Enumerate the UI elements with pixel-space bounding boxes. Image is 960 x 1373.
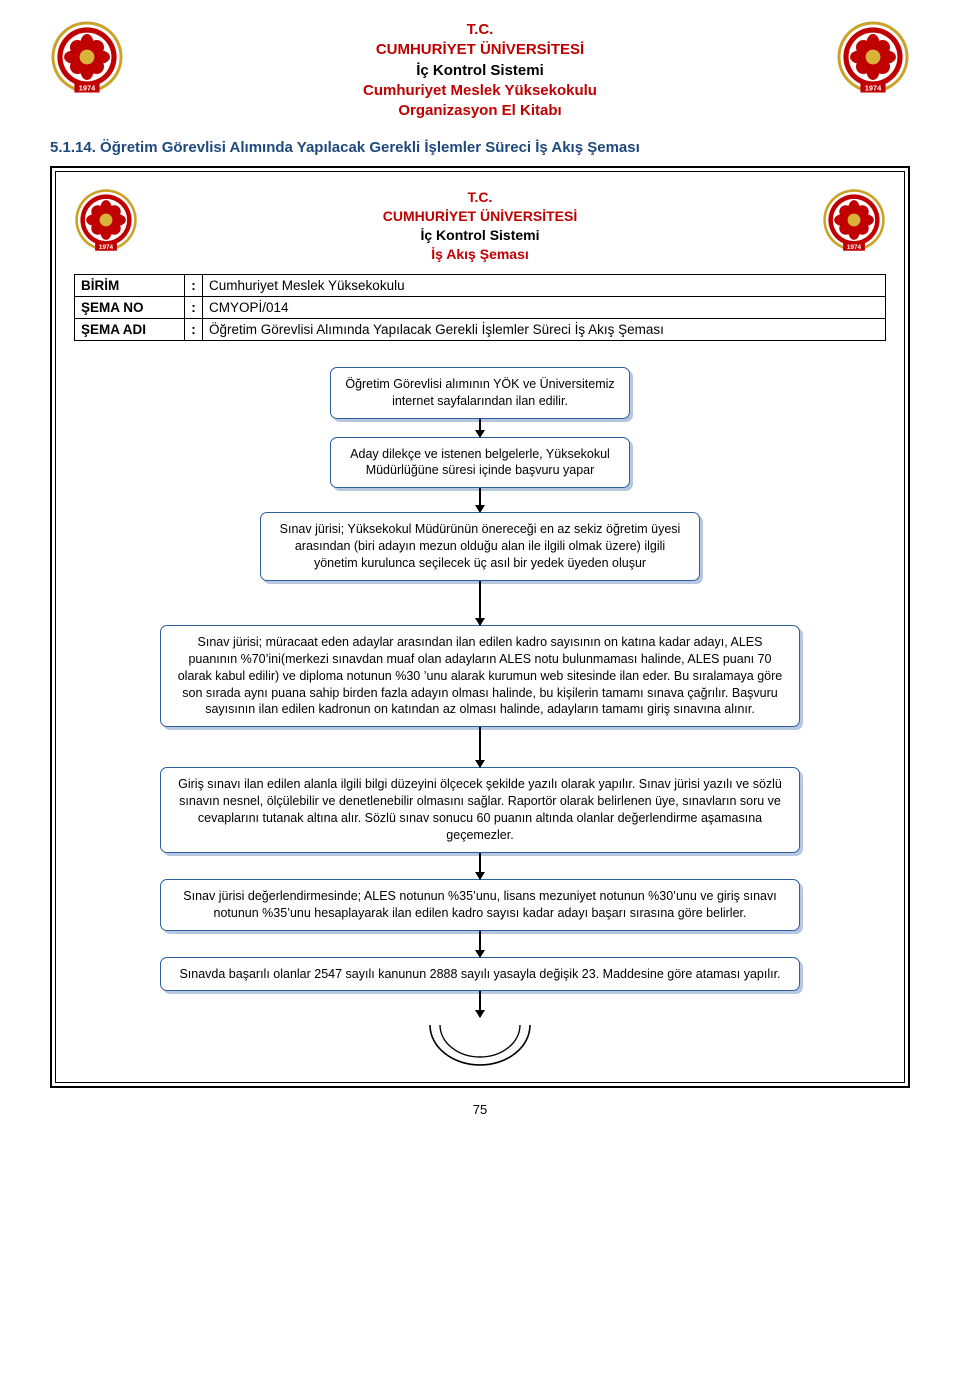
- meta-colon: :: [185, 318, 203, 340]
- logo-year: 1974: [865, 83, 882, 92]
- meta-colon: :: [185, 296, 203, 318]
- meta-table: BİRİM : Cumhuriyet Meslek Yüksekokulu ŞE…: [74, 274, 886, 341]
- flow-node: Aday dilekçe ve istenen belgelerle, Yüks…: [330, 437, 630, 489]
- header-university: CUMHURİYET ÜNİVERSİTESİ: [134, 40, 826, 60]
- meta-value: Cumhuriyet Meslek Yüksekokulu: [203, 274, 886, 296]
- flow-arrow-icon: [479, 581, 481, 625]
- flow-node: Sınav jürisi; Yüksekokul Müdürünün önere…: [260, 512, 700, 581]
- svg-text:1974: 1974: [847, 244, 862, 251]
- inner-header-sema: İş Akış Şeması: [138, 245, 822, 264]
- page-header: 1974 T.C. CUMHURİYET ÜNİVERSİTESİ İç Kon…: [50, 20, 910, 121]
- page-number: 75: [50, 1102, 910, 1117]
- section-title: 5.1.14. Öğretim Görevlisi Alımında Yapıl…: [50, 139, 910, 156]
- meta-colon: :: [185, 274, 203, 296]
- flow-arrow-icon: [479, 931, 481, 957]
- flow-node: Sınavda başarılı olanlar 2547 sayılı kan…: [160, 957, 800, 992]
- flow-node: Giriş sınavı ilan edilen alanla ilgili b…: [160, 767, 800, 853]
- flow-arrow-icon: [479, 488, 481, 512]
- inner-header-tc: T.C.: [138, 188, 822, 207]
- table-row: ŞEMA ADI : Öğretim Görevlisi Alımında Ya…: [75, 318, 886, 340]
- meta-key: BİRİM: [75, 274, 185, 296]
- meta-value: CMYOPİ/014: [203, 296, 886, 318]
- flow-node: Sınav jürisi; müracaat eden adaylar aras…: [160, 625, 800, 727]
- flow-node: Sınav jürisi değerlendirmesinde; ALES no…: [160, 879, 800, 931]
- logo-year: 1974: [79, 83, 96, 92]
- flowchart-frame: 1974 T.C. CUMHURİYET ÜNİVERSİTESİ İç Kon…: [50, 166, 910, 1088]
- flow-terminator-icon: [74, 1023, 886, 1070]
- flow-arrow-icon: [479, 991, 481, 1017]
- header-tc: T.C.: [134, 20, 826, 40]
- university-logo-left: 1974: [50, 20, 124, 94]
- flow-arrow-icon: [479, 727, 481, 767]
- flowchart: Öğretim Görevlisi alımının YÖK ve Üniver…: [74, 367, 886, 1018]
- meta-key: ŞEMA NO: [75, 296, 185, 318]
- inner-logo-left: 1974: [74, 188, 138, 252]
- inner-header: 1974 T.C. CUMHURİYET ÜNİVERSİTESİ İç Kon…: [74, 188, 886, 264]
- meta-value: Öğretim Görevlisi Alımında Yapılacak Ger…: [203, 318, 886, 340]
- flow-arrow-icon: [479, 419, 481, 437]
- header-book: Organizasyon El Kitabı: [134, 101, 826, 121]
- header-title-block: T.C. CUMHURİYET ÜNİVERSİTESİ İç Kontrol …: [124, 20, 836, 121]
- table-row: BİRİM : Cumhuriyet Meslek Yüksekokulu: [75, 274, 886, 296]
- inner-header-ic-control: İç Kontrol Sistemi: [138, 226, 822, 245]
- flow-arrow-icon: [479, 853, 481, 879]
- inner-logo-right: 1974: [822, 188, 886, 252]
- header-ic-control: İç Kontrol Sistemi: [134, 61, 826, 81]
- meta-key: ŞEMA ADI: [75, 318, 185, 340]
- svg-text:1974: 1974: [99, 244, 114, 251]
- table-row: ŞEMA NO : CMYOPİ/014: [75, 296, 886, 318]
- inner-header-university: CUMHURİYET ÜNİVERSİTESİ: [138, 207, 822, 226]
- flow-node: Öğretim Görevlisi alımının YÖK ve Üniver…: [330, 367, 630, 419]
- university-logo-right: 1974: [836, 20, 910, 94]
- header-unit: Cumhuriyet Meslek Yüksekokulu: [134, 81, 826, 101]
